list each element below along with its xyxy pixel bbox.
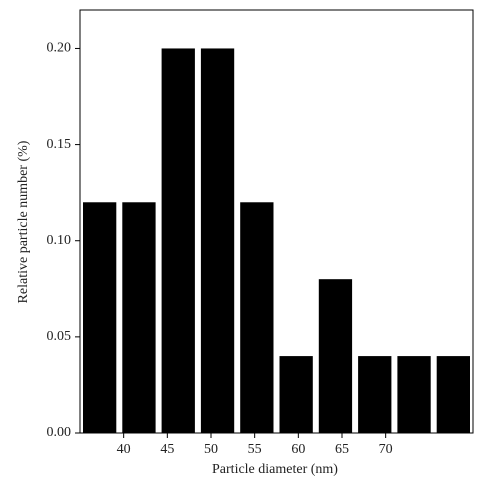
- x-tick-label: 50: [204, 442, 218, 457]
- bar: [318, 279, 353, 433]
- y-tick-label: 0.10: [47, 233, 72, 248]
- y-tick-label: 0.05: [47, 329, 72, 344]
- x-tick-label: 65: [335, 442, 349, 457]
- x-tick-label: 60: [291, 442, 305, 457]
- y-tick-label: 0.15: [47, 137, 72, 152]
- bar: [200, 48, 235, 434]
- plot-frame: [79, 9, 474, 434]
- bar: [240, 202, 274, 433]
- x-axis-title: Particle diameter (nm): [212, 462, 338, 477]
- y-axis-title: Relative particle number (%): [16, 140, 31, 303]
- x-tick-label: 55: [248, 442, 262, 457]
- x-tick-label: 70: [379, 442, 393, 457]
- bar: [161, 48, 195, 434]
- x-tick-label: 40: [117, 442, 131, 457]
- x-tick-label: 45: [160, 442, 174, 457]
- y-tick-label: 0.20: [47, 41, 72, 56]
- bar: [436, 356, 470, 433]
- bar: [83, 202, 117, 433]
- bar: [358, 356, 392, 433]
- bar: [279, 356, 313, 433]
- y-tick-label: 0.00: [47, 425, 72, 440]
- bar: [397, 356, 431, 433]
- bar: [122, 202, 156, 433]
